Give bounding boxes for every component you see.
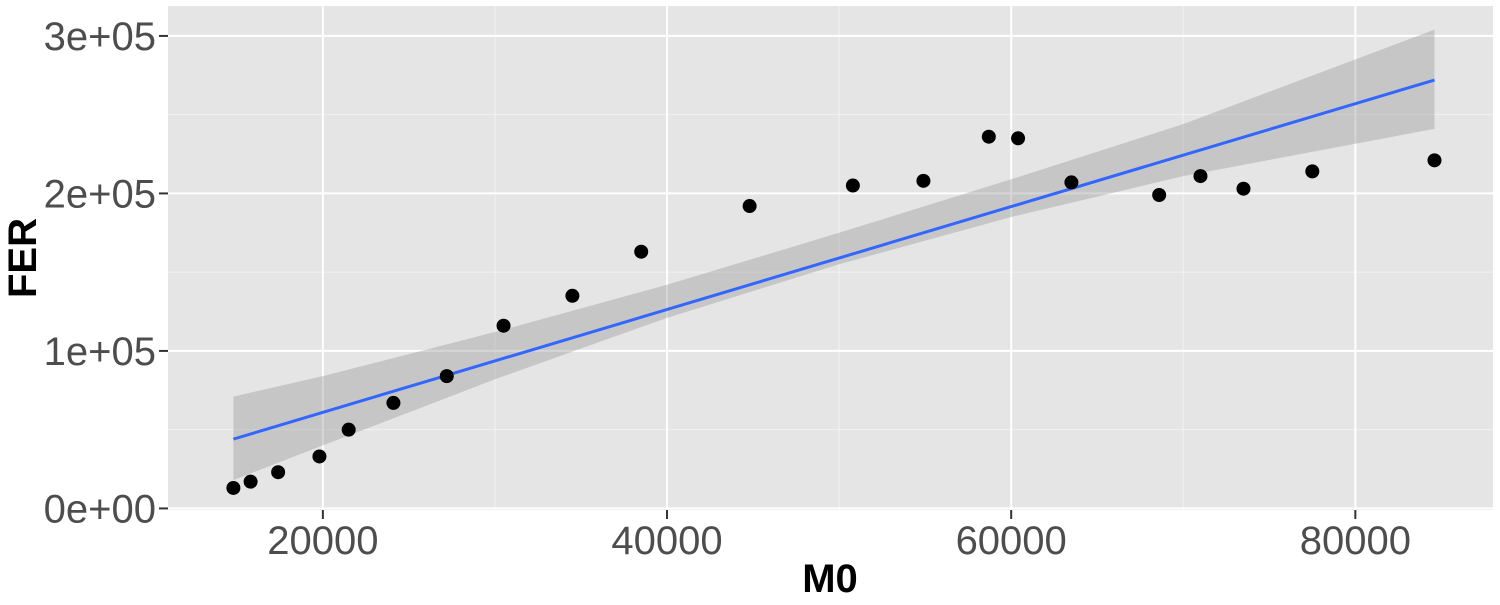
x-tick-label: 80000 xyxy=(1300,519,1411,563)
confidence-band xyxy=(233,29,1435,481)
data-point xyxy=(341,422,356,437)
data-point xyxy=(1305,164,1320,179)
y-tick-label: 1e+05 xyxy=(44,330,156,374)
plot-panel xyxy=(168,6,1493,510)
y-axis-title: FER xyxy=(1,218,45,298)
grid-minor xyxy=(168,6,1493,510)
data-point xyxy=(1064,175,1079,190)
x-tick-label: 60000 xyxy=(956,519,1067,563)
data-point xyxy=(634,244,649,259)
grid-major xyxy=(168,6,1493,510)
data-point xyxy=(226,480,241,495)
data-point xyxy=(1236,181,1251,196)
x-tick-label: 20000 xyxy=(267,519,378,563)
data-point xyxy=(1193,169,1208,184)
data-point xyxy=(1152,188,1167,202)
data-point xyxy=(439,369,454,384)
data-point xyxy=(243,474,258,489)
y-tick-label: 2e+05 xyxy=(44,172,156,216)
data-point xyxy=(981,129,996,144)
x-axis: 20000 40000 60000 80000 xyxy=(267,510,1411,563)
data-point xyxy=(1011,131,1026,146)
regression-line xyxy=(232,78,1435,441)
data-point xyxy=(1427,153,1442,168)
y-axis: 0e+00 1e+05 2e+05 3e+05 xyxy=(44,15,168,531)
data-point xyxy=(386,395,401,410)
data-point xyxy=(271,465,286,480)
data-points xyxy=(226,129,1442,495)
data-point xyxy=(496,318,511,333)
data-point xyxy=(565,288,580,303)
data-point xyxy=(742,199,757,214)
data-point xyxy=(312,449,327,464)
y-tick-label: 3e+05 xyxy=(44,15,156,59)
x-tick-label: 40000 xyxy=(611,519,722,563)
x-axis-title: M0 xyxy=(802,557,858,601)
data-point xyxy=(916,173,931,188)
y-tick-label: 0e+00 xyxy=(44,487,156,531)
data-point xyxy=(845,178,860,193)
